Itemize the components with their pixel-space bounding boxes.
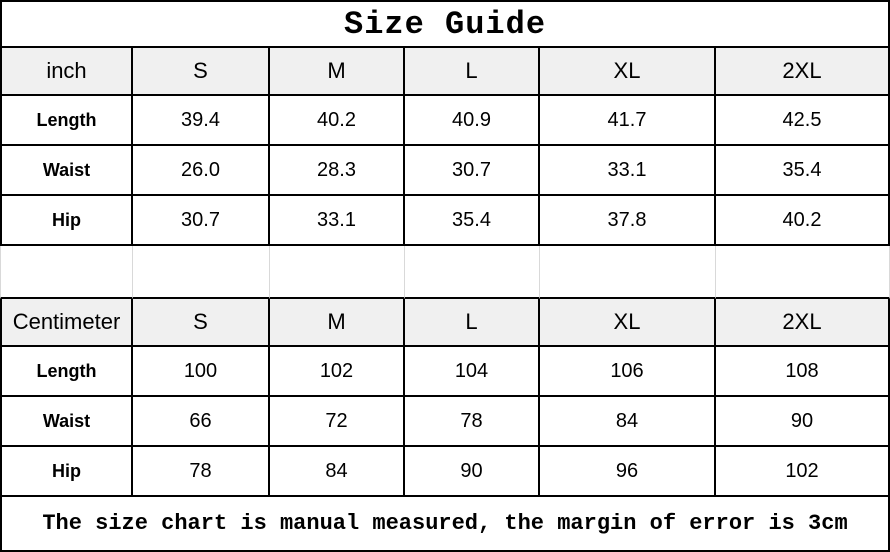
size-header-cell: L (405, 48, 540, 96)
footer-note: The size chart is manual measured, the m… (0, 497, 890, 552)
size-header-cell: 2XL (716, 299, 890, 347)
spacer-cell (133, 246, 270, 299)
measurement-cell: 72 (270, 397, 405, 447)
measurement-cell: 106 (540, 347, 716, 397)
spacer-cell (270, 246, 405, 299)
measurement-cell: 40.2 (270, 96, 405, 146)
measurement-cell: 66 (133, 397, 270, 447)
measurement-cell: 41.7 (540, 96, 716, 146)
row-label: Waist (0, 146, 133, 196)
measurement-cell: 42.5 (716, 96, 890, 146)
size-header-cell: S (133, 48, 270, 96)
measurement-cell: 84 (540, 397, 716, 447)
measurement-cell: 39.4 (133, 96, 270, 146)
measurement-cell: 33.1 (540, 146, 716, 196)
size-header-cell: 2XL (716, 48, 890, 96)
row-label: Hip (0, 196, 133, 246)
row-label: Waist (0, 397, 133, 447)
spacer-cell (716, 246, 890, 299)
spacer-cell (540, 246, 716, 299)
row-label: Length (0, 347, 133, 397)
measurement-cell: 30.7 (405, 146, 540, 196)
row-label: Length (0, 96, 133, 146)
page-title: Size Guide (0, 0, 890, 48)
measurement-cell: 35.4 (716, 146, 890, 196)
measurement-cell: 40.9 (405, 96, 540, 146)
measurement-cell: 28.3 (270, 146, 405, 196)
measurement-cell: 90 (405, 447, 540, 497)
spacer-cell (0, 246, 133, 299)
unit-header-centimeter: Centimeter (0, 299, 133, 347)
row-label: Hip (0, 447, 133, 497)
measurement-cell: 33.1 (270, 196, 405, 246)
measurement-cell: 30.7 (133, 196, 270, 246)
spacer-cell (405, 246, 540, 299)
size-header-cell: M (270, 299, 405, 347)
measurement-cell: 35.4 (405, 196, 540, 246)
measurement-cell: 102 (716, 447, 890, 497)
measurement-cell: 102 (270, 347, 405, 397)
measurement-cell: 90 (716, 397, 890, 447)
measurement-cell: 40.2 (716, 196, 890, 246)
size-header-cell: XL (540, 299, 716, 347)
measurement-cell: 78 (133, 447, 270, 497)
measurement-cell: 84 (270, 447, 405, 497)
unit-header-inch: inch (0, 48, 133, 96)
size-header-cell: XL (540, 48, 716, 96)
measurement-cell: 100 (133, 347, 270, 397)
measurement-cell: 108 (716, 347, 890, 397)
size-header-cell: M (270, 48, 405, 96)
measurement-cell: 96 (540, 447, 716, 497)
size-header-cell: S (133, 299, 270, 347)
size-header-cell: L (405, 299, 540, 347)
measurement-cell: 78 (405, 397, 540, 447)
measurement-cell: 37.8 (540, 196, 716, 246)
measurement-cell: 26.0 (133, 146, 270, 196)
measurement-cell: 104 (405, 347, 540, 397)
